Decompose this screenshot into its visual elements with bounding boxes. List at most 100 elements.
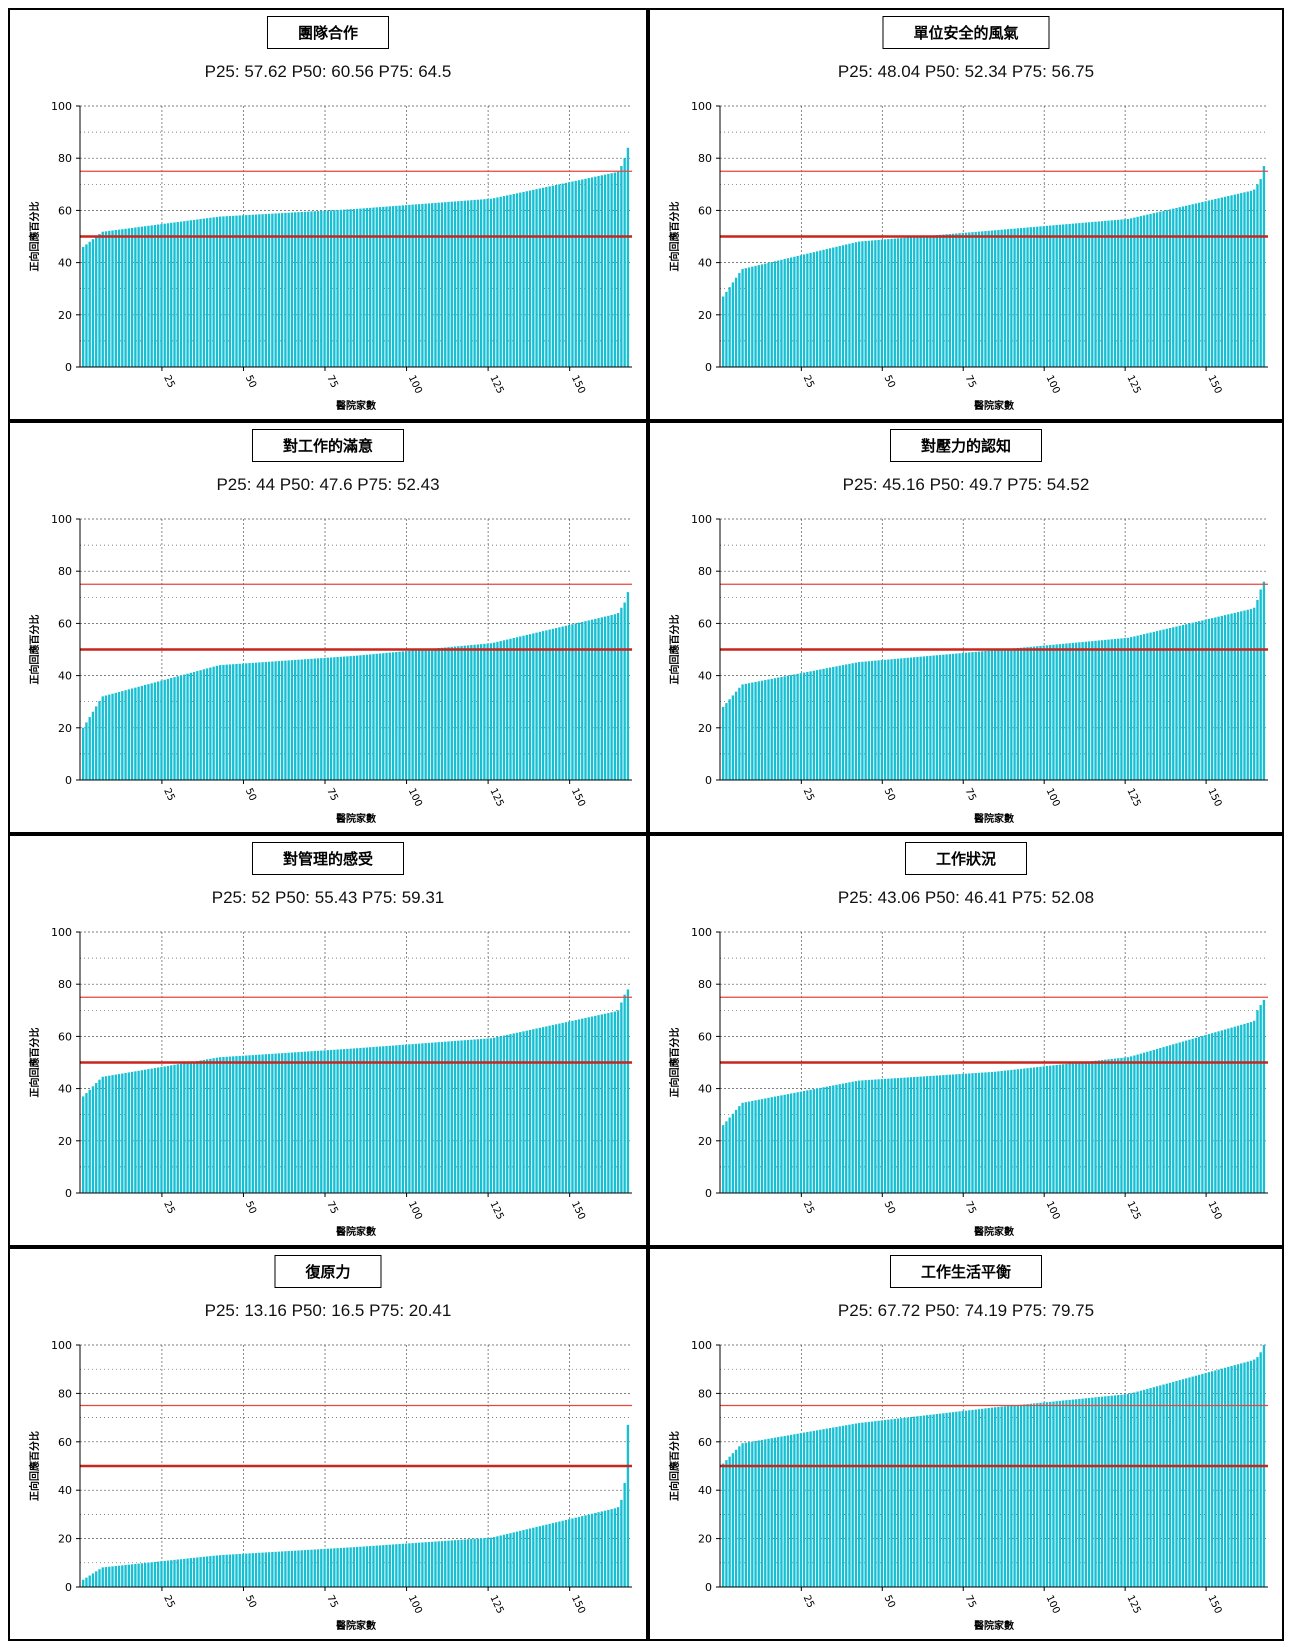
bar [444, 647, 447, 780]
bar [496, 1536, 499, 1587]
bar [1062, 224, 1065, 367]
bar [806, 1090, 809, 1193]
x-tick-label: 75 [963, 1594, 978, 1610]
bar [554, 1024, 558, 1193]
bar [722, 296, 725, 367]
bar [971, 1409, 974, 1587]
bar [414, 1542, 418, 1587]
bar [271, 213, 274, 367]
bar [541, 631, 545, 780]
bar [232, 664, 235, 780]
bar [1045, 645, 1049, 780]
bar [186, 1558, 189, 1587]
bar [160, 1066, 163, 1193]
bar [401, 651, 405, 780]
bar [802, 1090, 806, 1193]
bar [483, 199, 486, 367]
chart-panel-stress-recognition: 對壓力的認知 P25: 45.16 P50: 49.7 P75: 54.52 0… [648, 421, 1284, 834]
bar [600, 1511, 603, 1587]
bar [1087, 641, 1091, 780]
bar [261, 1054, 264, 1193]
bar [372, 1046, 375, 1193]
bar [519, 636, 522, 780]
bar [1117, 219, 1120, 367]
bar [470, 1539, 473, 1587]
bar [1223, 1029, 1227, 1193]
bar [1259, 179, 1262, 367]
bar [535, 1526, 538, 1587]
y-tick-label: 80 [58, 1387, 72, 1400]
chart-title: 工作狀況 [904, 842, 1028, 875]
bar [1074, 223, 1078, 367]
bar [192, 1557, 196, 1587]
chart-title: 復原力 [274, 1255, 382, 1288]
bar [1042, 645, 1045, 780]
bar [1142, 1389, 1146, 1587]
bar [238, 663, 241, 780]
bar [603, 174, 607, 367]
bar [209, 1058, 212, 1193]
bar [85, 722, 88, 780]
x-axis-label: 醫院家數 [336, 1619, 376, 1632]
y-tick-label: 40 [58, 1083, 72, 1096]
bar [783, 1094, 786, 1193]
bar [623, 994, 626, 1193]
y-tick-label: 60 [58, 617, 72, 630]
bar [1019, 228, 1023, 367]
bar [603, 1510, 607, 1587]
bar [294, 1052, 297, 1193]
bar [938, 654, 942, 780]
bar [607, 1013, 610, 1193]
bar [777, 1437, 780, 1587]
bar [1068, 643, 1071, 780]
bar [391, 652, 395, 780]
bar [1240, 1363, 1243, 1587]
bar [1214, 617, 1217, 780]
bar [880, 1420, 883, 1587]
bar [990, 1071, 994, 1193]
bar [258, 214, 261, 367]
y-tick-label: 40 [58, 1484, 72, 1497]
bar [594, 618, 597, 780]
bar [777, 677, 780, 780]
bar [264, 1552, 268, 1587]
bar [476, 644, 480, 780]
bar [284, 1551, 287, 1587]
bar [790, 1093, 793, 1193]
bar [219, 216, 222, 367]
bar [564, 182, 568, 367]
bar [613, 614, 617, 780]
bar [473, 1039, 476, 1193]
bar [535, 1028, 538, 1193]
bar [864, 241, 867, 367]
bar [767, 679, 770, 780]
bar [284, 1052, 287, 1193]
bar [883, 239, 887, 367]
bar [938, 234, 942, 367]
bar [874, 1421, 877, 1587]
bar [600, 617, 603, 780]
bar [722, 706, 725, 780]
bar [1065, 1400, 1068, 1587]
bar [506, 1034, 509, 1193]
bar [981, 651, 984, 780]
bar [535, 632, 538, 780]
bar [251, 1055, 254, 1193]
bar [900, 1418, 903, 1587]
bar [764, 263, 767, 367]
bar [1084, 222, 1087, 367]
bar [189, 220, 192, 367]
bar [1146, 1051, 1149, 1193]
bar [564, 1519, 568, 1587]
bar [1152, 1387, 1155, 1587]
bar [731, 695, 735, 780]
bar [323, 210, 326, 367]
bar [261, 662, 264, 780]
bar [1165, 210, 1168, 367]
bar [271, 1053, 274, 1193]
bar [431, 1042, 434, 1193]
bar [466, 645, 470, 780]
bar [1194, 621, 1198, 780]
bar [793, 1434, 796, 1587]
bar [616, 1507, 620, 1587]
